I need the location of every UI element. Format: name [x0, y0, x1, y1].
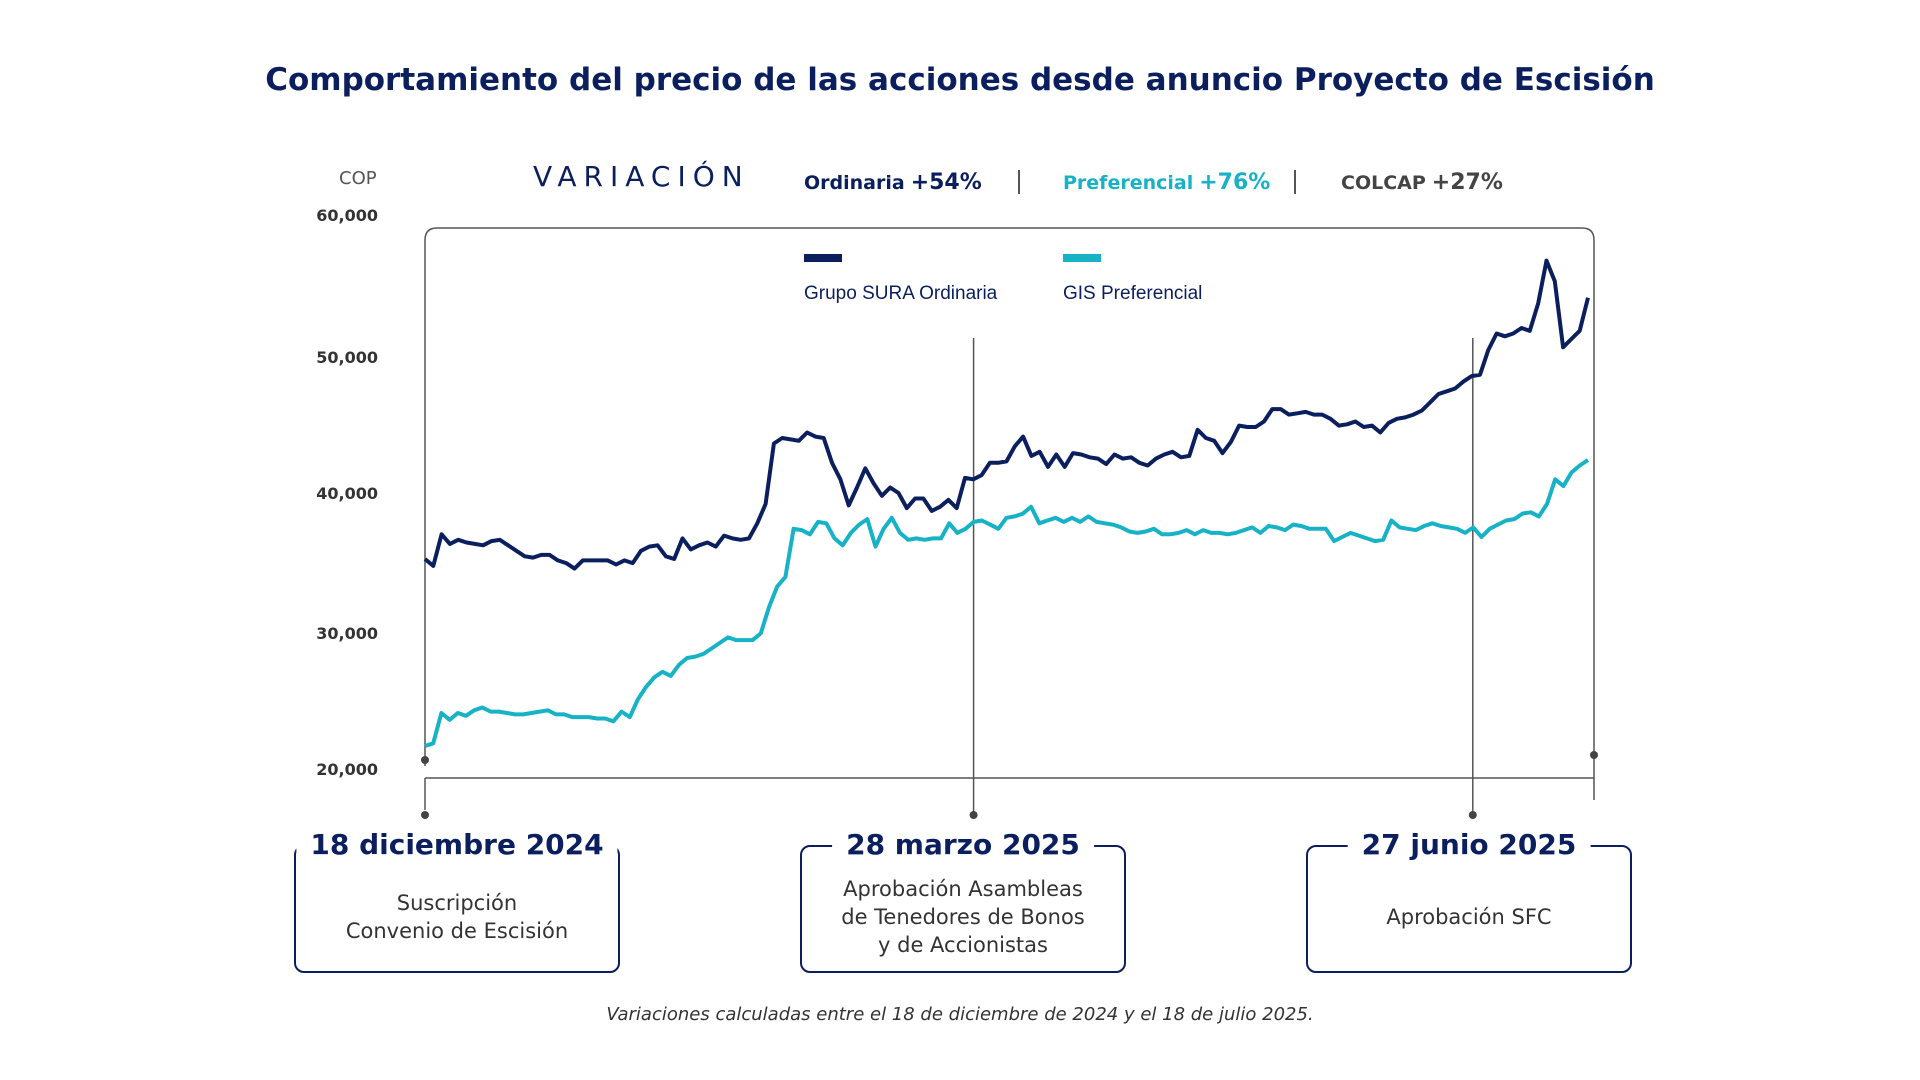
- event-description: Suscripción Convenio de Escisión: [345, 891, 569, 943]
- legend: Grupo SURA Ordinaria GIS Preferencial: [804, 254, 1202, 304]
- event-description: Aprobación SFC: [1386, 905, 1552, 929]
- currency-label: COP: [339, 168, 377, 189]
- series-lines: [423, 258, 1590, 748]
- y-tick-label: 30,000: [316, 624, 378, 643]
- legend-label: GIS Preferencial: [1063, 283, 1202, 304]
- event-dot: [969, 811, 978, 819]
- event-card: 27 junio 2025 Aprobación SFC: [1306, 828, 1632, 973]
- event-date: 28 marzo 2025: [832, 828, 1094, 861]
- range-end-marker: [1590, 751, 1598, 759]
- legend-swatch: [804, 254, 842, 262]
- range-start-marker: [421, 756, 429, 764]
- variation-preferencial-label: Preferencial: [1063, 172, 1194, 194]
- event-dot: [1468, 811, 1477, 819]
- footnote: Variaciones calculadas entre el 18 de di…: [606, 1004, 1314, 1025]
- event-description: Aprobación Asambleas de Tenedores de Bon…: [841, 877, 1085, 957]
- variation-ordinaria-label: Ordinaria: [804, 172, 905, 194]
- series-line-preferencial: [424, 458, 1590, 748]
- event-date: 18 diciembre 2024: [296, 828, 618, 861]
- variation-colcap-value: +27%: [1431, 170, 1503, 195]
- event-card: 28 marzo 2025 Aprobación Asambleas de Te…: [800, 828, 1126, 973]
- y-tick-label: 40,000: [316, 484, 378, 503]
- plot-frame: [424, 227, 1595, 800]
- variation-separator: [1018, 170, 1020, 194]
- variation-title: VARIACIÓN: [533, 160, 750, 193]
- series-line-ordinaria: [423, 258, 1590, 571]
- y-tick-label: 20,000: [316, 760, 378, 779]
- variation-separator: [1294, 170, 1296, 194]
- variation-colcap-label: COLCAP: [1341, 172, 1426, 194]
- y-tick-label: 50,000: [316, 348, 378, 367]
- legend-swatch: [1063, 254, 1101, 262]
- y-tick-label: 60,000: [316, 206, 378, 225]
- event-card: 18 diciembre 2024 Suscripción Convenio d…: [294, 828, 620, 973]
- variation-preferencial-value: +76%: [1199, 170, 1271, 195]
- variation-colcap: COLCAP +27%: [1341, 170, 1503, 195]
- legend-label: Grupo SURA Ordinaria: [804, 283, 998, 304]
- variation-ordinaria: Ordinaria +54%: [804, 170, 982, 195]
- variation-preferencial: Preferencial +76%: [1063, 170, 1270, 195]
- variation-ordinaria-value: +54%: [910, 170, 982, 195]
- event-markers: [421, 338, 1477, 819]
- chart-title: Comportamiento del precio de las accione…: [265, 62, 1655, 98]
- event-dot: [421, 811, 429, 819]
- event-date: 27 junio 2025: [1347, 828, 1591, 861]
